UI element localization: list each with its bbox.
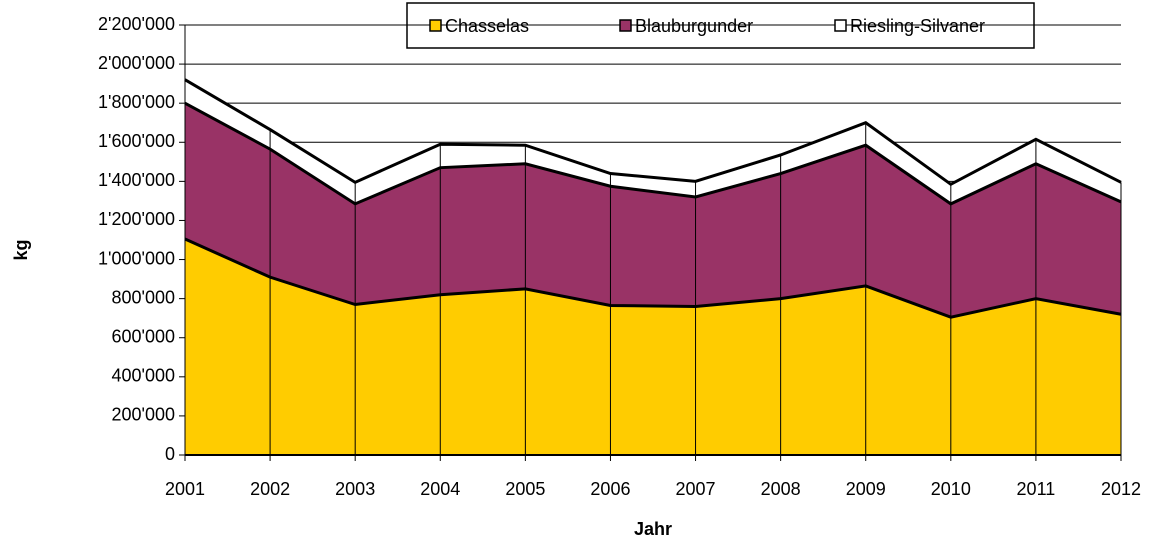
x-tick-label: 2004	[420, 479, 460, 499]
area-edge	[184, 78, 1122, 187]
y-tick-label: 200'000	[111, 405, 175, 425]
x-tick-label: 2001	[165, 479, 205, 499]
x-tick-label: 2002	[250, 479, 290, 499]
legend-swatch	[834, 19, 847, 32]
x-tick-label: 2003	[335, 479, 375, 499]
area-edge	[184, 237, 1122, 319]
x-tick-label: 2010	[931, 479, 971, 499]
area	[185, 79, 1121, 204]
x-tick-label: 2009	[846, 479, 886, 499]
x-tick-label: 2008	[761, 479, 801, 499]
x-axis-title: Jahr	[634, 519, 672, 539]
legend-label: Chasselas	[445, 16, 529, 36]
x-tick-label: 2005	[505, 479, 545, 499]
x-tick-label: 2006	[590, 479, 630, 499]
area	[185, 103, 1121, 318]
y-tick-label: 2'200'000	[98, 14, 175, 34]
x-tick-label: 2007	[676, 479, 716, 499]
y-tick-label: 1'600'000	[98, 131, 175, 151]
y-tick-label: 2'000'000	[98, 53, 175, 73]
legend-swatch	[619, 19, 632, 32]
y-tick-label: 600'000	[111, 326, 175, 346]
x-tick-label: 2011	[1017, 479, 1056, 499]
area-edge	[184, 101, 1122, 206]
legend-label: Riesling-Silvaner	[850, 16, 985, 36]
area	[185, 239, 1121, 455]
y-tick-label: 0	[165, 444, 175, 464]
y-axis-title: kg	[11, 239, 31, 260]
y-tick-label: 1'800'000	[98, 92, 175, 112]
x-tick-label: 2012	[1101, 479, 1141, 499]
legend-swatch	[429, 19, 442, 32]
y-tick-label: 1'000'000	[98, 248, 175, 268]
y-tick-label: 400'000	[111, 366, 175, 386]
y-tick-label: 1'400'000	[98, 170, 175, 190]
legend-label: Blauburgunder	[635, 16, 753, 36]
y-tick-label: 800'000	[111, 287, 175, 307]
y-tick-label: 1'200'000	[98, 209, 175, 229]
